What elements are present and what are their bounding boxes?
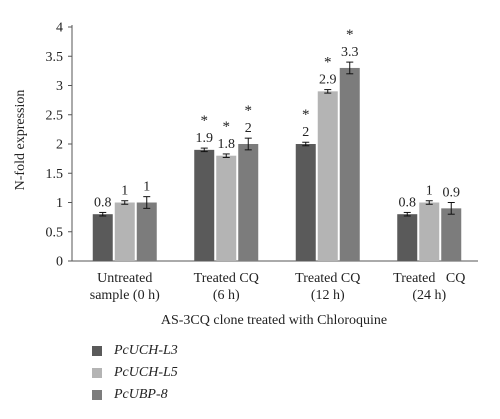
- bar: [339, 67, 360, 261]
- bar: [238, 144, 259, 261]
- y-tick-label: 1: [56, 196, 63, 211]
- significance-marker: *: [346, 27, 354, 43]
- data-label: 1: [143, 180, 150, 195]
- significance-marker: *: [324, 55, 332, 71]
- x-axis-label: AS-3CQ clone treated with Chloroquine: [161, 313, 387, 328]
- x-tick-label: Treated CQ: [194, 271, 259, 286]
- significance-marker: *: [201, 113, 209, 129]
- bar: [194, 149, 215, 261]
- legend: PcUCH-L3 PcUCH-L5 PcUBP-8: [92, 340, 178, 406]
- x-tick-label: (24 h): [412, 288, 446, 303]
- y-tick-label: 0.5: [46, 225, 64, 240]
- data-label: 2.9: [319, 73, 337, 88]
- bar: [441, 208, 462, 261]
- legend-label: PcUBP-8: [114, 387, 168, 402]
- bar: [419, 202, 440, 261]
- legend-item: PcUCH-L3: [92, 340, 178, 362]
- y-tick-label: 0: [56, 255, 63, 270]
- data-label: 0.9: [443, 186, 461, 201]
- bar: [317, 91, 338, 261]
- bar: [397, 214, 418, 261]
- bar-labels: 0.81 11.9*1.8* 2*2*2.9*3.3*0.81 0.9: [94, 27, 460, 210]
- legend-item: PcUCH-L5: [92, 362, 178, 384]
- y-tick-label: 3.5: [46, 50, 64, 65]
- data-label: 0.8: [399, 195, 417, 210]
- y-tick-label: 3: [56, 79, 63, 94]
- significance-marker: *: [245, 103, 253, 119]
- x-tick-label: Untreated: [97, 271, 152, 286]
- data-label: 2: [302, 125, 309, 140]
- data-label: 1: [121, 184, 128, 199]
- significance-marker: *: [302, 107, 310, 123]
- x-tick-label: sample (0 h): [90, 288, 160, 303]
- y-tick-label: 4: [56, 21, 63, 36]
- x-tick-label: (6 h): [213, 288, 240, 303]
- legend-swatch: [92, 346, 102, 356]
- legend-item: PcUBP-8: [92, 384, 178, 406]
- data-label: 3.3: [341, 45, 359, 60]
- legend-label: PcUCH-L3: [114, 343, 178, 358]
- significance-marker: *: [223, 119, 231, 135]
- legend-label: PcUCH-L5: [114, 365, 178, 380]
- bar: [114, 202, 135, 261]
- y-tick-label: 1.5: [46, 167, 64, 182]
- y-axis-label: N-fold expression: [13, 90, 28, 191]
- bar: [216, 155, 237, 261]
- bar: [295, 144, 316, 261]
- bar: [136, 202, 157, 261]
- y-tick-label: 2.5: [46, 108, 64, 123]
- data-label: 2: [245, 121, 252, 136]
- x-tick-label: Treated CQ: [295, 271, 360, 286]
- legend-swatch: [92, 368, 102, 378]
- data-label: 0.8: [94, 195, 112, 210]
- bars: [92, 61, 462, 261]
- x-tick-label: Treated CQ: [393, 271, 465, 286]
- data-label: 1: [426, 184, 433, 199]
- data-label: 1.8: [218, 137, 236, 152]
- legend-swatch: [92, 390, 102, 400]
- axes: 0 0.5 1 1.5 2 2.5 3 3.5 4 Untreated sample (0 h) Tr…: [46, 21, 478, 303]
- x-tick-label: (12 h): [311, 288, 345, 303]
- bar: [92, 214, 113, 261]
- data-label: 1.9: [196, 131, 214, 146]
- y-tick-label: 2: [56, 138, 63, 153]
